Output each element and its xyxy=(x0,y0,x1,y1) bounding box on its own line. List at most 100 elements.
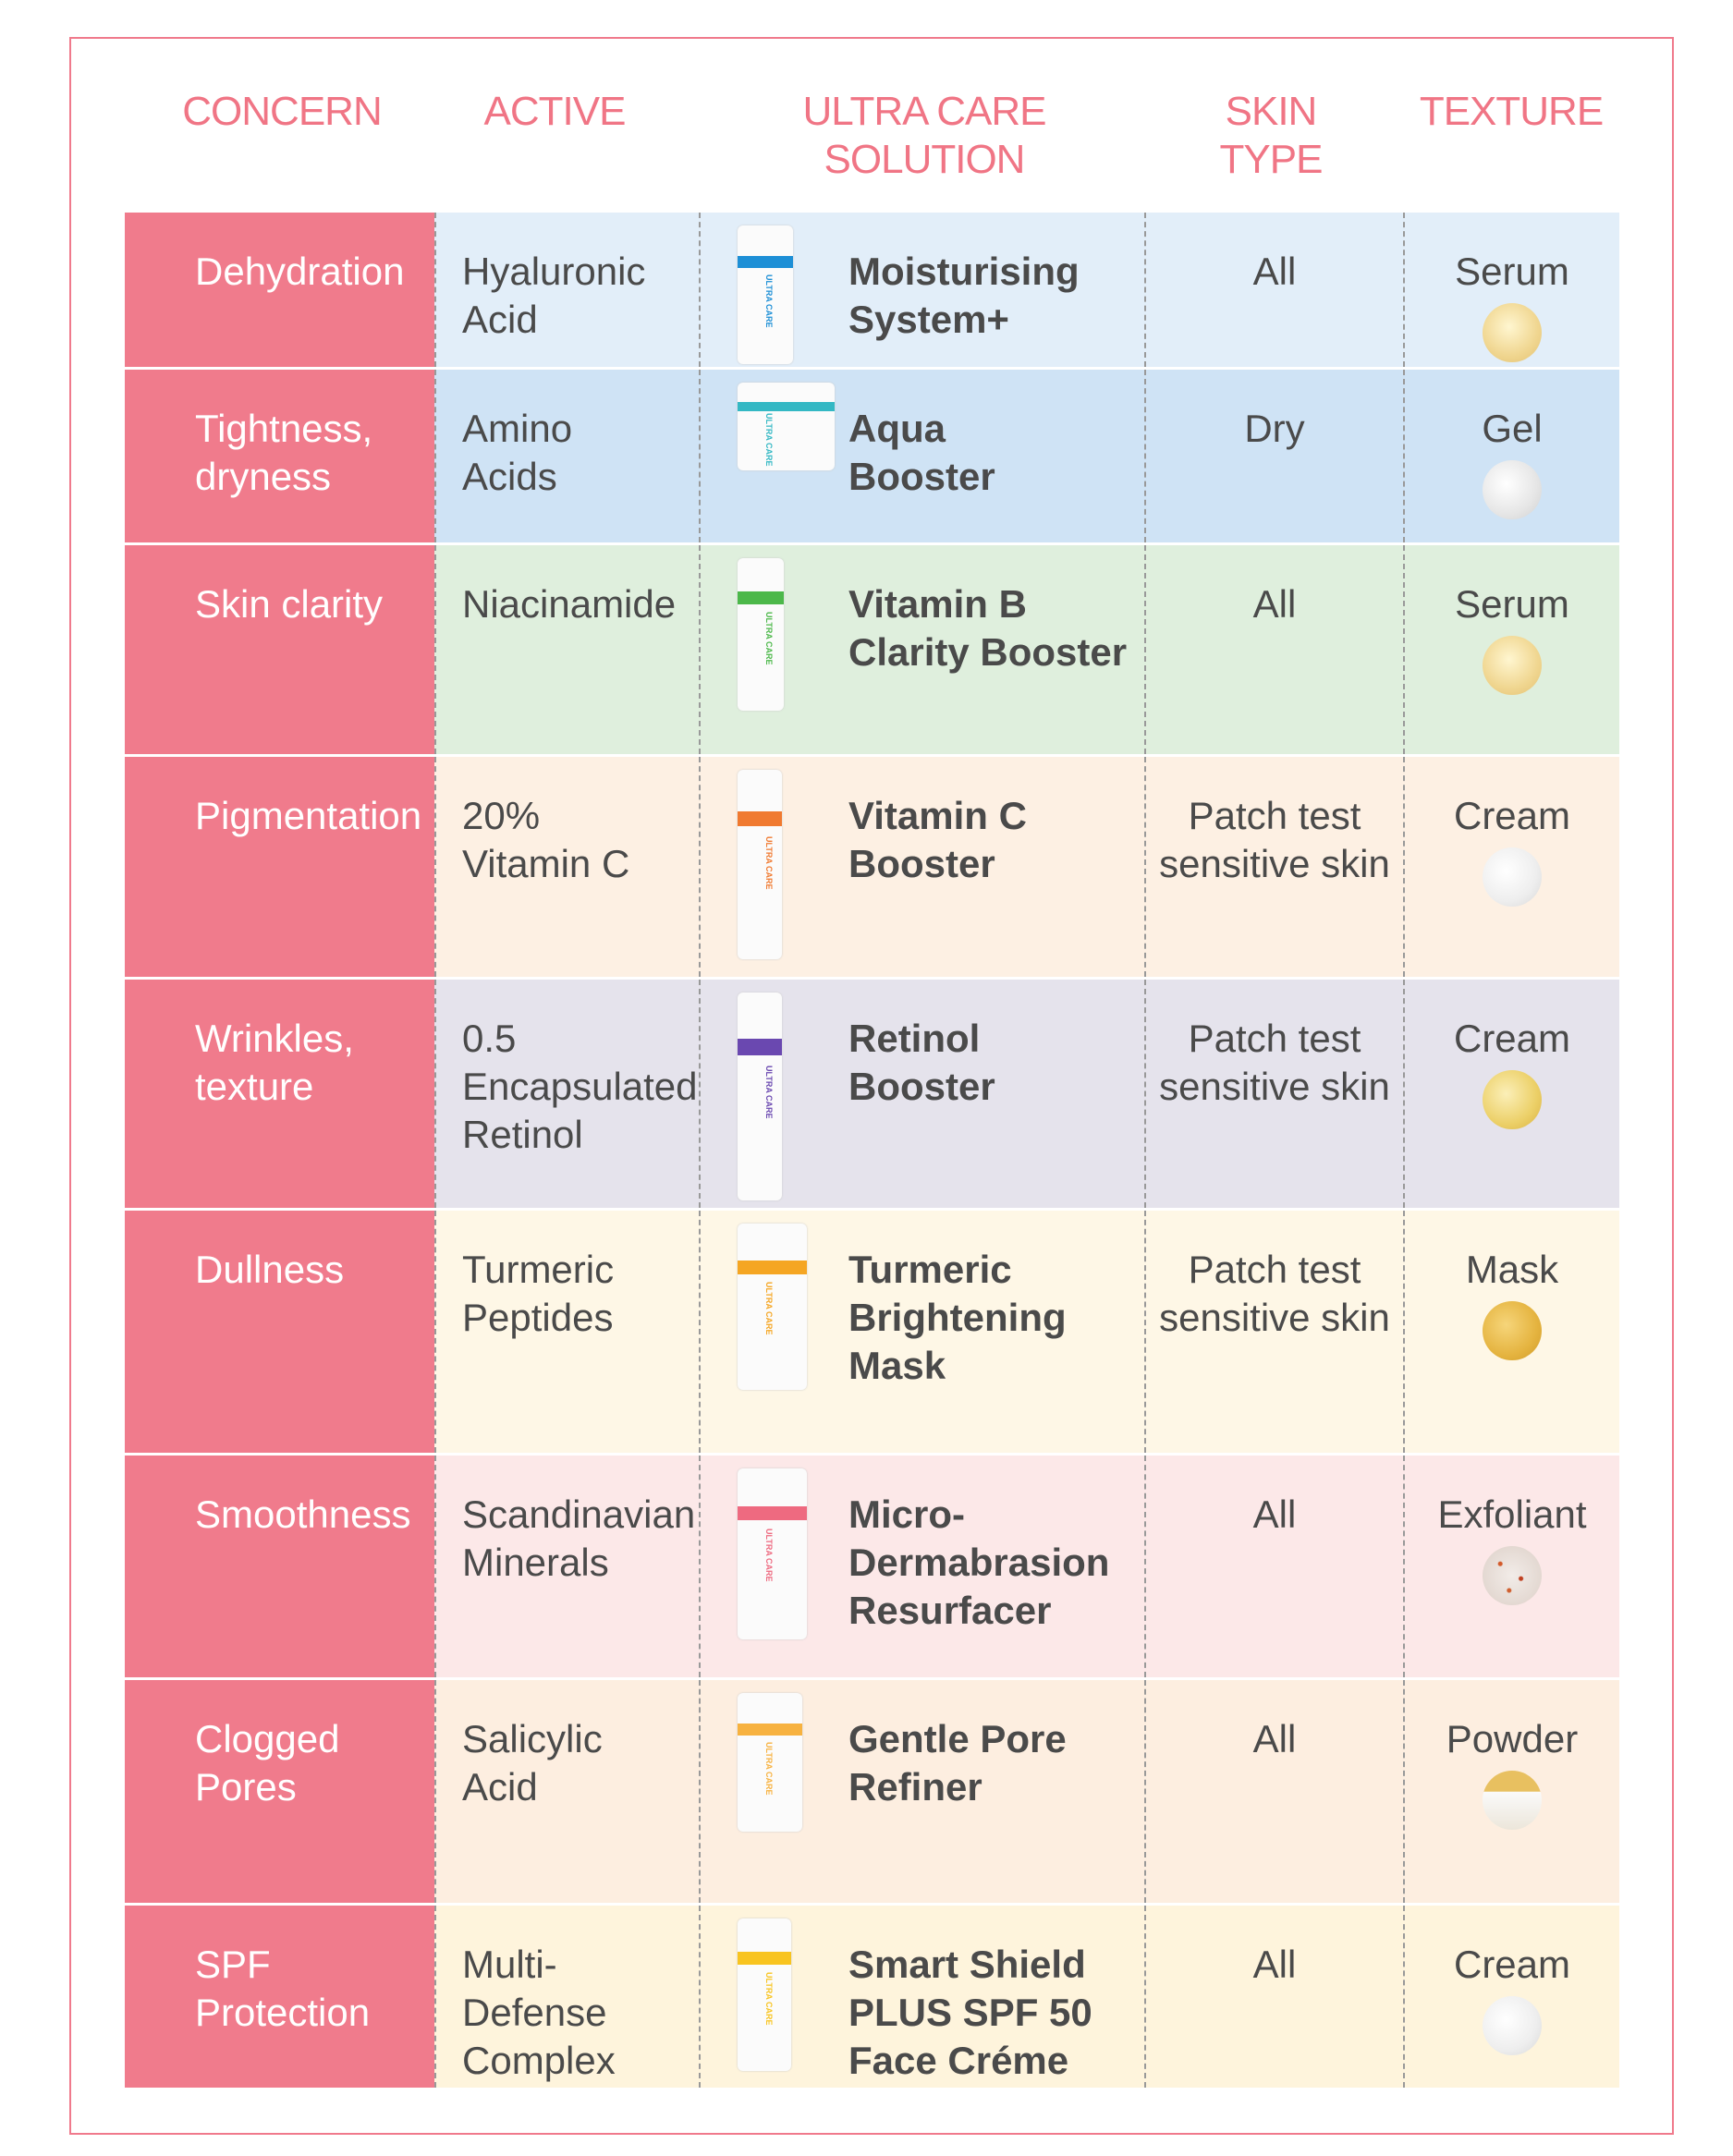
header-skin-line: TYPE xyxy=(1219,137,1324,182)
active-line: Acid xyxy=(462,298,538,341)
skin-type-cell: All xyxy=(1144,545,1403,754)
concern-cell: Wrinkles, texture xyxy=(125,980,434,1208)
table-row: Wrinkles, texture 0.5 Encapsulated Retinol U… xyxy=(125,980,1619,1208)
product-line: Smart Shield xyxy=(848,1943,1086,1986)
product-name[interactable]: Aqua Booster xyxy=(848,405,1144,501)
skin-type-cell: Dry xyxy=(1144,370,1403,542)
concern-line: Clogged xyxy=(195,1717,340,1760)
product-name[interactable]: Turmeric Brightening Mask xyxy=(848,1246,1144,1390)
texture-swatch-icon xyxy=(1483,847,1542,907)
texture-swatch-icon xyxy=(1483,1771,1542,1830)
header-skin-type: SKIN TYPE xyxy=(1183,88,1359,184)
active-line: Acid xyxy=(462,1765,538,1809)
product-name[interactable]: Micro- Dermabrasion Resurfacer xyxy=(848,1491,1144,1635)
active-line: Peptides xyxy=(462,1296,614,1339)
solution-cell: ULTRA CARE Aqua Booster xyxy=(699,370,1144,542)
concern-line: Smoothness xyxy=(195,1492,411,1536)
concern-line: Wrinkles, xyxy=(195,1017,354,1060)
concern-line: Skin clarity xyxy=(195,582,384,626)
texture-swatch-icon xyxy=(1483,1301,1542,1360)
product-brand-label: ULTRA CARE xyxy=(764,612,774,665)
texture-cell: Exfoliant xyxy=(1403,1456,1619,1677)
product-line: Vitamin C xyxy=(848,794,1027,837)
texture-label: Mask xyxy=(1465,1248,1559,1291)
texture-cell: Cream xyxy=(1403,1906,1619,2088)
active-line: Turmeric xyxy=(462,1248,615,1291)
table-row: Tightness, dryness Amino Acids ULTRA CARE A… xyxy=(125,370,1619,542)
concern-line: SPF xyxy=(195,1943,271,1986)
solution-cell: ULTRA CARE Retinol Booster xyxy=(699,980,1144,1208)
texture-cell: Mask xyxy=(1403,1211,1619,1453)
header-active: ACTIVE xyxy=(483,89,627,134)
skin-line: sensitive skin xyxy=(1159,1065,1390,1108)
product-image: ULTRA CARE xyxy=(738,558,784,711)
concern-line: Pores xyxy=(195,1765,297,1809)
product-line: Turmeric xyxy=(848,1248,1012,1291)
product-name[interactable]: Gentle Pore Refiner xyxy=(848,1715,1144,1811)
texture-label: Exfoliant xyxy=(1437,1492,1587,1536)
product-line: Resurfacer xyxy=(848,1589,1052,1632)
product-image: ULTRA CARE xyxy=(738,383,835,470)
header-solution: ULTRA CARE SOLUTION xyxy=(776,88,1072,184)
active-line: Amino xyxy=(462,407,573,450)
product-line: Clarity Booster xyxy=(848,630,1128,674)
active-line: Acids xyxy=(462,455,557,498)
product-image: ULTRA CARE xyxy=(738,770,782,959)
product-name[interactable]: Smart Shield PLUS SPF 50 Face Créme xyxy=(848,1941,1144,2085)
product-brand-label: ULTRA CARE xyxy=(764,836,774,890)
texture-swatch-icon xyxy=(1483,1070,1542,1129)
active-line: Multi-Defense xyxy=(462,1943,607,2034)
active-cell: Niacinamide xyxy=(434,545,699,754)
product-brand-label: ULTRA CARE xyxy=(764,1972,774,2026)
texture-swatch-icon xyxy=(1483,460,1542,519)
product-image: ULTRA CARE xyxy=(738,1224,807,1390)
table-row: Dehydration Hyaluronic Acid ULTRA CARE Moi… xyxy=(125,213,1619,367)
texture-label: Cream xyxy=(1453,1943,1571,1986)
product-name[interactable]: Vitamin C Booster xyxy=(848,792,1144,888)
skin-line: All xyxy=(1252,1717,1297,1760)
skin-line: Patch test xyxy=(1188,794,1361,837)
active-cell: Amino Acids xyxy=(434,370,699,542)
texture-cell: Gel xyxy=(1403,370,1619,542)
texture-label: Cream xyxy=(1453,1017,1571,1060)
active-cell: Scandinavian Minerals xyxy=(434,1456,699,1677)
table-frame xyxy=(69,37,1674,2135)
product-name[interactable]: Moisturising System+ xyxy=(848,248,1144,344)
concern-cell: Pigmentation xyxy=(125,757,434,977)
product-line: Booster xyxy=(848,455,995,498)
concern-cell: Clogged Pores xyxy=(125,1680,434,1903)
active-line: Scandinavian xyxy=(462,1492,696,1536)
product-line: Gentle Pore xyxy=(848,1717,1067,1760)
header-solution-line: SOLUTION xyxy=(824,137,1026,182)
skin-type-cell: All xyxy=(1144,1680,1403,1903)
product-line: Booster xyxy=(848,842,995,885)
active-line: Salicylic xyxy=(462,1717,603,1760)
active-line: Niacinamide xyxy=(462,582,677,626)
product-line: Moisturising xyxy=(848,250,1080,293)
product-line: Brightening xyxy=(848,1296,1067,1339)
texture-swatch-icon xyxy=(1483,303,1542,362)
product-name[interactable]: Retinol Booster xyxy=(848,1015,1144,1111)
active-cell: Turmeric Peptides xyxy=(434,1211,699,1453)
skin-line: sensitive skin xyxy=(1159,842,1390,885)
active-cell: Hyaluronic Acid xyxy=(434,213,699,367)
product-brand-label: ULTRA CARE xyxy=(764,1529,774,1582)
solution-cell: ULTRA CARE Turmeric Brightening Mask xyxy=(699,1211,1144,1453)
product-brand-label: ULTRA CARE xyxy=(764,1066,774,1119)
active-cell: Salicylic Acid xyxy=(434,1680,699,1903)
concern-line: Tightness, xyxy=(195,407,373,450)
product-image: ULTRA CARE xyxy=(738,225,793,364)
skin-type-cell: All xyxy=(1144,1456,1403,1677)
product-name[interactable]: Vitamin B Clarity Booster xyxy=(848,580,1144,676)
concern-line: Dullness xyxy=(195,1248,345,1291)
skin-line: Patch test xyxy=(1188,1248,1361,1291)
skin-line: All xyxy=(1252,582,1297,626)
active-line: Complex xyxy=(462,2039,616,2082)
product-line: Face Créme xyxy=(848,2039,1069,2082)
concern-cell: Dullness xyxy=(125,1211,434,1453)
concern-cell: Smoothness xyxy=(125,1456,434,1677)
active-line: 20% xyxy=(462,794,541,837)
texture-cell: Serum xyxy=(1403,545,1619,754)
table-row: SPF Protection Multi-Defense Complex ULTRA … xyxy=(125,1906,1619,2088)
product-line: Refiner xyxy=(848,1765,982,1809)
